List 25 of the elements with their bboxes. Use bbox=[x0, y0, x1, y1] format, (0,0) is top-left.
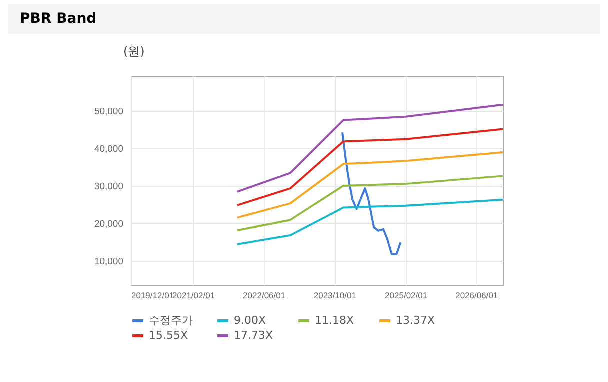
y-tick-label: 30,000 bbox=[94, 181, 124, 192]
line-series bbox=[236, 128, 504, 206]
legend-label: 17.73X bbox=[234, 329, 274, 342]
y-tick-label: 20,000 bbox=[94, 218, 124, 230]
y-tick-label: 10,000 bbox=[94, 256, 124, 268]
x-tick-label: 2026/06/01 bbox=[456, 290, 498, 300]
line-series bbox=[236, 104, 504, 193]
y-tick-label: 50,000 bbox=[94, 106, 124, 118]
legend-label: 13.37X bbox=[396, 314, 436, 327]
x-tick-label: 2022/06/01 bbox=[243, 290, 286, 300]
y-tick-label: 40,000 bbox=[94, 144, 124, 155]
line-series bbox=[236, 198, 504, 246]
legend-label: 수정주가 bbox=[149, 314, 193, 327]
x-tick-label: 2025/02/01 bbox=[385, 290, 428, 300]
legend-label: 9.00X bbox=[234, 314, 266, 327]
line-series bbox=[236, 152, 504, 219]
x-tick-label: 2021/02/01 bbox=[172, 290, 216, 300]
x-tick-label: 2019/12/01 bbox=[132, 290, 174, 300]
legend-label: 11.18X bbox=[315, 314, 354, 327]
line-series bbox=[236, 175, 504, 232]
chart-title: PBR Band bbox=[8, 4, 600, 34]
y-axis-title: (원) bbox=[124, 44, 145, 58]
line-series bbox=[342, 132, 402, 256]
legend-label: 15.55X bbox=[149, 329, 188, 342]
x-tick-label: 2023/10/01 bbox=[314, 290, 357, 300]
